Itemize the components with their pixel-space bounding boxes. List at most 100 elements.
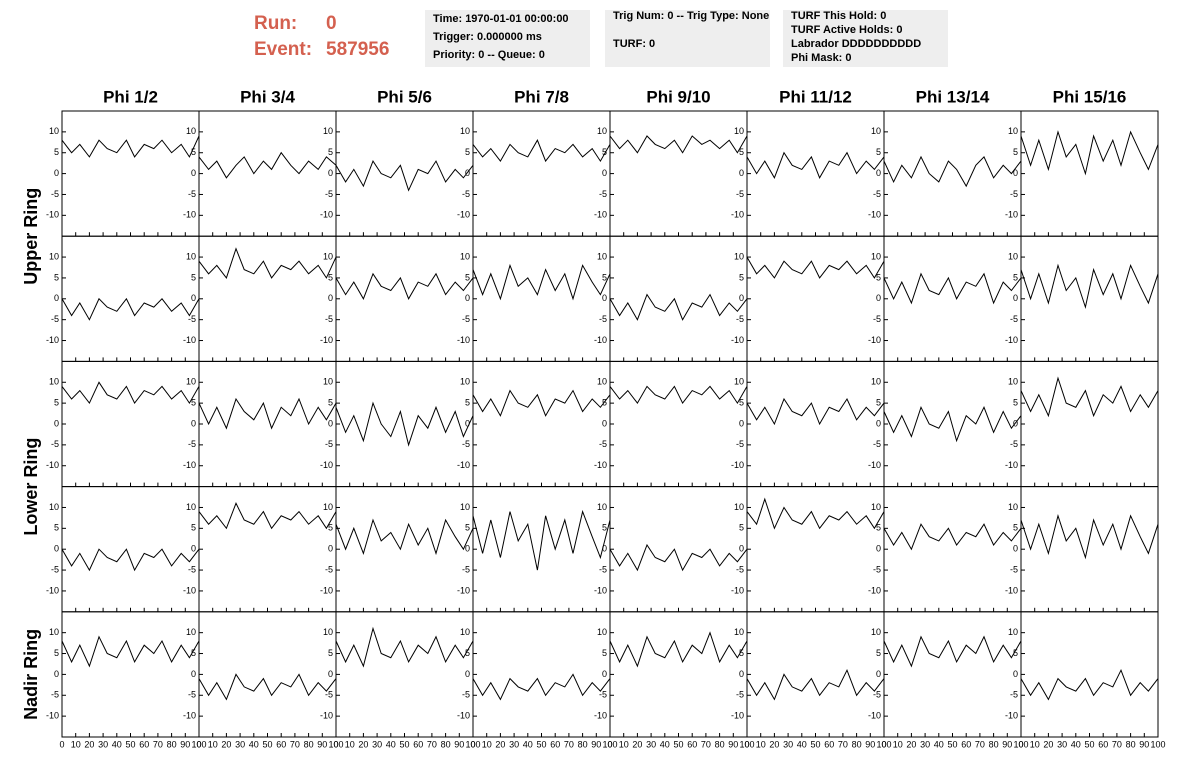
waveform — [1020, 514, 1159, 560]
y-tick-label: 5 — [876, 523, 881, 533]
waveform — [472, 139, 611, 163]
y-tick-label: 10 — [734, 126, 744, 136]
panel-frame — [746, 235, 885, 362]
waveform — [61, 135, 200, 158]
panel-frame — [609, 235, 748, 362]
x-tick-label: 50 — [810, 739, 820, 749]
x-tick-label: 70 — [975, 739, 985, 749]
y-tick-label: 0 — [328, 544, 333, 554]
x-tick-label: 60 — [824, 739, 834, 749]
y-tick-label: 10 — [1008, 627, 1018, 637]
panel-frame — [61, 611, 200, 738]
x-tick-label: 20 — [221, 739, 231, 749]
y-tick-label: 10 — [1008, 251, 1018, 261]
y-tick-label: 5 — [739, 272, 744, 282]
y-tick-label: 0 — [739, 669, 744, 679]
y-tick-label: -10 — [868, 585, 881, 595]
info-text: TURF This Hold: 0 — [791, 10, 886, 22]
event-value: 587956 — [326, 39, 389, 60]
y-tick-label: -10 — [1005, 585, 1018, 595]
y-tick-label: 5 — [54, 648, 59, 658]
x-tick-label: 80 — [441, 739, 451, 749]
y-tick-label: -10 — [868, 335, 881, 345]
column-title: Phi 3/4 — [240, 87, 295, 106]
waveform — [883, 272, 1022, 305]
y-tick-label: 10 — [49, 502, 59, 512]
y-tick-label: 0 — [876, 418, 881, 428]
y-tick-label: -10 — [457, 585, 470, 595]
column-title: Phi 1/2 — [103, 87, 158, 106]
panel-frame — [335, 235, 474, 362]
y-tick-label: -10 — [46, 460, 59, 470]
info-text: Time: 1970-01-01 00:00:00 — [433, 13, 569, 25]
event-label: Event: — [254, 39, 312, 60]
column-title: Phi 11/12 — [779, 87, 852, 106]
panel-frame — [883, 486, 1022, 613]
y-tick-label: -5 — [873, 564, 881, 574]
ring-label: Upper Ring — [21, 188, 41, 285]
x-tick-label: 10 — [208, 739, 218, 749]
x-tick-label: 70 — [427, 739, 437, 749]
ring-label: Nadir Ring — [21, 629, 41, 720]
x-tick-label: 30 — [372, 739, 382, 749]
y-tick-label: -10 — [594, 585, 607, 595]
x-tick-label: 40 — [249, 739, 259, 749]
waveform — [609, 135, 748, 154]
y-tick-label: -5 — [873, 189, 881, 199]
y-tick-label: 0 — [876, 544, 881, 554]
waveform — [1020, 130, 1159, 176]
y-tick-label: 10 — [597, 251, 607, 261]
y-tick-label: 10 — [871, 126, 881, 136]
y-tick-label: 10 — [460, 502, 470, 512]
info-box — [783, 10, 948, 67]
y-tick-label: 5 — [1013, 147, 1018, 157]
x-tick-label: 20 — [495, 739, 505, 749]
x-tick-label: 20 — [632, 739, 642, 749]
panel-frame — [1020, 486, 1159, 613]
x-tick-label: 10 — [345, 739, 355, 749]
waveform — [198, 502, 337, 530]
y-tick-label: 5 — [54, 272, 59, 282]
y-tick-label: 0 — [465, 669, 470, 679]
y-tick-label: 0 — [465, 418, 470, 428]
info-text: Trig Num: 0 -- Trig Type: None — [613, 10, 769, 22]
y-tick-label: 5 — [328, 648, 333, 658]
y-tick-label: -10 — [731, 210, 744, 220]
x-tick-label: 80 — [578, 739, 588, 749]
panel-frame — [746, 611, 885, 738]
y-tick-label: 0 — [876, 168, 881, 178]
y-tick-label: -10 — [1005, 711, 1018, 721]
info-text: Trigger: 0.000000 ms — [433, 31, 542, 43]
waveform — [61, 297, 200, 321]
y-tick-label: 5 — [191, 272, 196, 282]
y-tick-label: -5 — [736, 439, 744, 449]
waveform — [472, 673, 611, 701]
waveform — [335, 518, 474, 556]
y-tick-label: -10 — [457, 210, 470, 220]
y-tick-label: 5 — [191, 147, 196, 157]
x-tick-label: 20 — [358, 739, 368, 749]
y-tick-label: -10 — [594, 460, 607, 470]
x-tick-label: 60 — [687, 739, 697, 749]
y-tick-label: -10 — [457, 711, 470, 721]
y-tick-label: -10 — [46, 585, 59, 595]
x-tick-label: 40 — [1071, 739, 1081, 749]
y-tick-label: -10 — [457, 460, 470, 470]
y-tick-label: 10 — [186, 627, 196, 637]
panel-frame — [472, 360, 611, 488]
x-tick-label: 40 — [523, 739, 533, 749]
y-tick-label: 5 — [602, 648, 607, 658]
waveform — [198, 673, 337, 701]
y-tick-label: -5 — [1010, 690, 1018, 700]
y-tick-label: 10 — [186, 502, 196, 512]
waveform — [746, 668, 885, 701]
y-tick-label: -5 — [599, 189, 607, 199]
y-tick-label: 10 — [871, 502, 881, 512]
y-tick-label: 10 — [1008, 502, 1018, 512]
info-text: TURF Active Holds: 0 — [791, 24, 902, 36]
x-tick-label: 40 — [112, 739, 122, 749]
panel-frame — [335, 611, 474, 738]
y-tick-label: 0 — [739, 168, 744, 178]
panel-frame — [61, 235, 200, 362]
